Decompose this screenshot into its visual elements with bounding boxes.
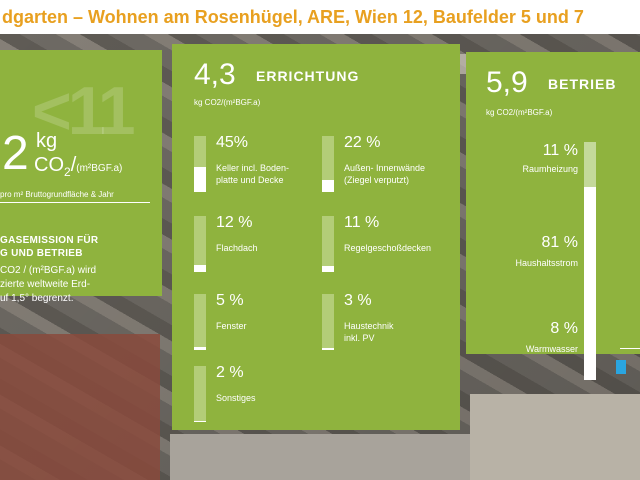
divider-line	[620, 348, 640, 349]
construction-panel: 4,3 ERRICHTUNG kg CO2/(m²BGF.a) 45% Kell…	[172, 44, 460, 430]
operation-item-percent: 81 %	[541, 234, 578, 251]
operation-panel: 5,9 BETRIEB kg CO2/(m²BGF.a) 11 % Raumhe…	[466, 52, 640, 380]
co2-area-unit: (m²BGF.a)	[76, 163, 123, 174]
share-bar	[194, 366, 206, 422]
share-bar	[194, 216, 206, 272]
item-percent: 5 %	[216, 292, 244, 309]
total-value: 2	[2, 127, 29, 180]
operation-share-bar	[584, 142, 596, 380]
share-bar	[322, 294, 334, 350]
share-bar-fill	[322, 348, 334, 350]
emission-title: GASEMISSION FÜR G UND BETRIEB	[0, 235, 99, 259]
total-unit-kg: kg	[36, 130, 58, 152]
share-bar	[194, 294, 206, 350]
construction-label: ERRICHTUNG	[256, 68, 360, 84]
total-emission-panel: <11 2 kg CO2/(m²BGF.a) pro m² Bruttogrun…	[0, 50, 162, 304]
item-percent: 45%	[216, 134, 249, 151]
item-percent: 3 %	[344, 292, 372, 309]
emission-text: CO2 / (m²BGF.a) wird zierte weltweite Er…	[0, 265, 97, 304]
operation-item-label: Raumheizung	[522, 164, 578, 174]
item-label: Fenster	[216, 321, 247, 331]
total-watermark: <11	[32, 73, 136, 149]
item-label: Flachdach	[216, 243, 258, 253]
operation-item-percent: 8 %	[550, 320, 578, 337]
operation-value: 5,9	[486, 66, 528, 99]
photo-building-block	[470, 394, 640, 480]
item-percent: 22 %	[344, 134, 381, 151]
share-bar	[194, 136, 206, 192]
item-label: Außen- Innenwände (Ziegel verputzt)	[344, 163, 426, 185]
share-bar-fill	[194, 265, 206, 272]
item-label: Sonstiges	[216, 393, 256, 403]
share-bar-fill	[194, 347, 206, 350]
operation-item-label: Warmwasser	[525, 344, 578, 354]
co2-slash: /	[70, 154, 77, 176]
area-note: pro m² Bruttogrundfläche & Jahr	[0, 190, 150, 203]
item-percent: 2 %	[216, 364, 244, 381]
page-title: dgarten – Wohnen am Rosenhügel, ARE, Wie…	[0, 0, 640, 34]
co2-subscript: 2	[64, 165, 71, 179]
item-label: Keller incl. Boden- platte und Decke	[216, 163, 290, 185]
operation-item-percent: 11 %	[542, 142, 578, 159]
operation-share-fill	[584, 187, 596, 380]
legend-marker	[616, 360, 626, 374]
operation-unit: kg CO2/(m²BGF.a)	[486, 108, 553, 117]
co2-text: CO	[34, 154, 64, 176]
photo-street	[170, 434, 470, 480]
construction-unit: kg CO2/(m²BGF.a)	[194, 98, 261, 107]
share-bar-fill	[194, 166, 206, 192]
item-label: Regelgeschoßdecken	[344, 243, 432, 253]
construction-value: 4,3	[194, 58, 236, 91]
total-unit-co2: CO2/(m²BGF.a)	[34, 154, 122, 179]
share-bar	[322, 136, 334, 192]
operation-label: BETRIEB	[548, 76, 617, 92]
share-bar-fill	[194, 420, 206, 422]
photo-building-block	[0, 334, 160, 480]
share-bar	[322, 216, 334, 272]
item-percent: 11 %	[344, 214, 380, 231]
item-percent: 12 %	[216, 214, 253, 231]
share-bar-fill	[322, 179, 334, 192]
item-label: Haustechnik inkl. PV	[344, 321, 394, 343]
share-bar-fill	[322, 265, 334, 272]
operation-item-label: Haushaltsstrom	[515, 258, 578, 268]
